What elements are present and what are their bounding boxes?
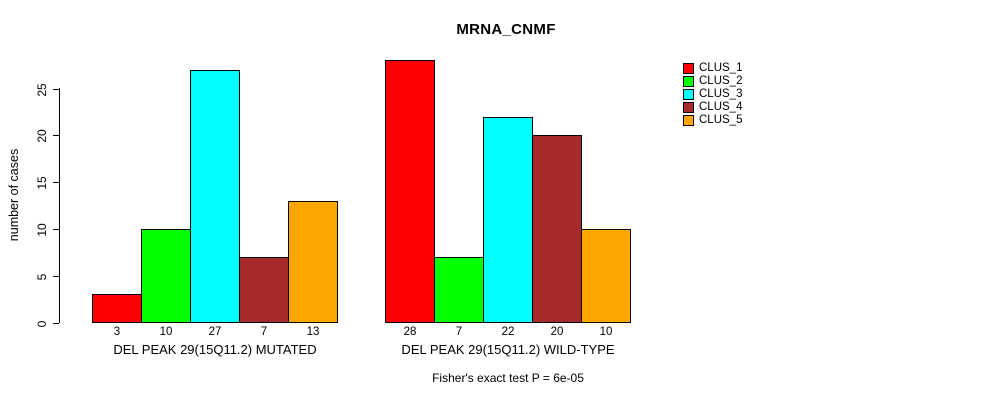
y-tick: [53, 182, 59, 183]
y-tick: [53, 89, 59, 90]
bar-value-label: 13: [306, 326, 320, 338]
y-tick: [53, 229, 59, 230]
legend-label: CLUS_3: [699, 88, 743, 100]
legend-label: CLUS_2: [699, 75, 743, 87]
legend-label: CLUS_1: [699, 62, 743, 74]
bar-value-label: 7: [260, 326, 268, 338]
bar-clus_1: [92, 294, 142, 323]
bar-value-label: 7: [455, 326, 463, 338]
legend-swatch-icon: [683, 63, 694, 74]
bar-clus_2: [141, 229, 191, 323]
bar-value-label: 10: [599, 326, 613, 338]
bar-value-label: 20: [550, 326, 564, 338]
bar-clus_1: [385, 60, 435, 323]
bar-clus_3: [190, 70, 240, 323]
group-label: DEL PEAK 29(15Q11.2) MUTATED: [113, 342, 317, 357]
bar-value-label: 22: [501, 326, 515, 338]
chart-title: MRNA_CNMF: [456, 21, 556, 38]
y-tick-label: 5: [35, 273, 49, 280]
group-label: DEL PEAK 29(15Q11.2) WILD-TYPE: [401, 342, 615, 357]
footnote: Fisher's exact test P = 6e-05: [432, 371, 584, 385]
y-tick-label: 10: [35, 222, 49, 237]
bar-value-label: 27: [208, 326, 222, 338]
bar-value-label: 3: [113, 326, 121, 338]
bar-value-label: 10: [159, 326, 173, 338]
bar-clus_3: [483, 117, 533, 323]
bar-clus_2: [434, 257, 484, 323]
bar-clus_4: [239, 257, 289, 323]
y-axis-line: [59, 88, 60, 323]
y-tick: [53, 323, 59, 324]
legend-swatch-icon: [683, 89, 694, 100]
y-axis-label: number of cases: [7, 148, 21, 242]
bar-clus_4: [532, 135, 582, 323]
legend-swatch-icon: [683, 115, 694, 126]
y-tick: [53, 135, 59, 136]
legend-item: CLUS_5: [683, 114, 743, 126]
y-tick-label: 20: [35, 128, 49, 143]
legend-label: CLUS_5: [699, 114, 743, 126]
legend: CLUS_1 CLUS_2 CLUS_3 CLUS_4 CLUS_5: [683, 62, 743, 126]
y-tick-label: 25: [35, 82, 49, 97]
y-tick: [53, 276, 59, 277]
legend-swatch-icon: [683, 102, 694, 113]
y-tick-label: 0: [35, 320, 49, 327]
bar-clus_5: [288, 201, 338, 323]
y-tick-label: 15: [35, 175, 49, 190]
legend-item: CLUS_1: [683, 62, 743, 74]
legend-label: CLUS_4: [699, 101, 743, 113]
bar-value-label: 28: [403, 326, 417, 338]
legend-item: CLUS_3: [683, 88, 743, 100]
legend-item: CLUS_2: [683, 75, 743, 87]
bar-clus_5: [581, 229, 631, 323]
legend-item: CLUS_4: [683, 101, 743, 113]
legend-swatch-icon: [683, 76, 694, 87]
